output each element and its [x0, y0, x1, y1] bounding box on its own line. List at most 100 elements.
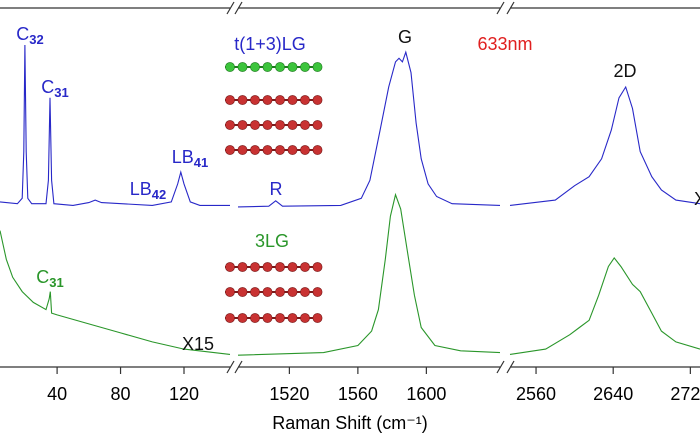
axis-break: [234, 1, 243, 15]
annotation-text: X: [694, 189, 700, 209]
axis-break: [496, 360, 505, 374]
atom: [275, 262, 285, 272]
x-tick-label: 2720: [670, 384, 700, 404]
atom: [312, 262, 323, 272]
atom: [250, 145, 260, 155]
annotation-subscript: 41: [194, 155, 208, 170]
atom: [225, 262, 235, 272]
atom: [262, 145, 273, 155]
atom: [225, 62, 235, 72]
atom: [237, 95, 248, 105]
spectrum-line: [0, 192, 700, 356]
atom: [225, 145, 235, 155]
atom: [275, 95, 285, 105]
series-label: t(1+3)LG: [234, 34, 306, 54]
atom: [250, 62, 260, 72]
annotation: R: [270, 179, 283, 199]
atom: [225, 287, 235, 297]
atom: [312, 120, 323, 130]
atom: [287, 287, 298, 297]
atom: [237, 313, 248, 323]
x-tick-label: 2640: [593, 384, 633, 404]
atom: [225, 120, 235, 130]
axis-break: [226, 360, 235, 374]
axis-break: [234, 360, 243, 374]
atom: [262, 62, 273, 72]
atom: [250, 287, 260, 297]
atom: [312, 287, 323, 297]
x-axis-label: Raman Shift (cm⁻¹): [272, 413, 428, 433]
axis-break: [506, 1, 515, 15]
atom: [237, 62, 248, 72]
atom: [262, 262, 273, 272]
axis-break: [496, 1, 505, 15]
annotation-text: R: [270, 179, 283, 199]
atom: [300, 262, 310, 272]
spectrum-line: [0, 44, 700, 208]
atom: [287, 62, 298, 72]
annotation: LB41: [172, 147, 209, 171]
atom: [312, 95, 323, 105]
atom: [262, 287, 273, 297]
annotation-subscript: 42: [152, 187, 166, 202]
x-tick-label: 1560: [338, 384, 378, 404]
atom: [237, 262, 248, 272]
x-tick-label: 40: [47, 384, 67, 404]
x-tick-label: 1520: [269, 384, 309, 404]
annotation-subscript: 32: [29, 32, 43, 47]
atom: [262, 313, 273, 323]
atom: [287, 262, 298, 272]
atom: [225, 95, 235, 105]
atom: [312, 313, 323, 323]
annotation: X15: [182, 334, 214, 354]
atom: [300, 145, 310, 155]
atom: [300, 95, 310, 105]
atom: [275, 62, 285, 72]
atom: [287, 95, 298, 105]
x-tick-label: 2560: [516, 384, 556, 404]
annotation-subscript: 31: [49, 275, 63, 290]
x-tick-label: 1600: [406, 384, 446, 404]
annotation-text: LB: [130, 179, 152, 199]
annotation: 633nm: [477, 34, 532, 54]
atom: [250, 120, 260, 130]
atom: [250, 262, 260, 272]
atom: [275, 287, 285, 297]
annotation-text: 633nm: [477, 34, 532, 54]
annotation: G: [398, 27, 412, 47]
annotation: C31: [41, 77, 68, 101]
atom: [312, 62, 323, 72]
atom: [287, 313, 298, 323]
atom: [262, 120, 273, 130]
annotation: C32: [16, 24, 43, 48]
axis-break: [506, 360, 515, 374]
annotation-text: C: [16, 24, 29, 44]
series-label: 3LG: [255, 231, 289, 251]
atom: [287, 120, 298, 130]
x-tick-label: 120: [169, 384, 199, 404]
annotation-text: C: [36, 267, 49, 287]
atom: [275, 313, 285, 323]
annotation-text: LB: [172, 147, 194, 167]
atom: [250, 95, 260, 105]
axis-break: [226, 1, 235, 15]
atom: [262, 95, 273, 105]
atom: [237, 120, 248, 130]
x-tick-label: 80: [111, 384, 131, 404]
atom: [250, 313, 260, 323]
annotation: C31: [36, 267, 63, 291]
atom: [287, 145, 298, 155]
annotation-text: G: [398, 27, 412, 47]
atom: [300, 313, 310, 323]
annotation: X: [694, 189, 700, 209]
annotation: 2D: [613, 61, 636, 81]
atom: [275, 145, 285, 155]
atom: [237, 287, 248, 297]
annotation-text: 2D: [613, 61, 636, 81]
atom: [225, 313, 235, 323]
annotation-text: X15: [182, 334, 214, 354]
atom: [275, 120, 285, 130]
atom: [300, 287, 310, 297]
annotation-subscript: 31: [54, 85, 68, 100]
